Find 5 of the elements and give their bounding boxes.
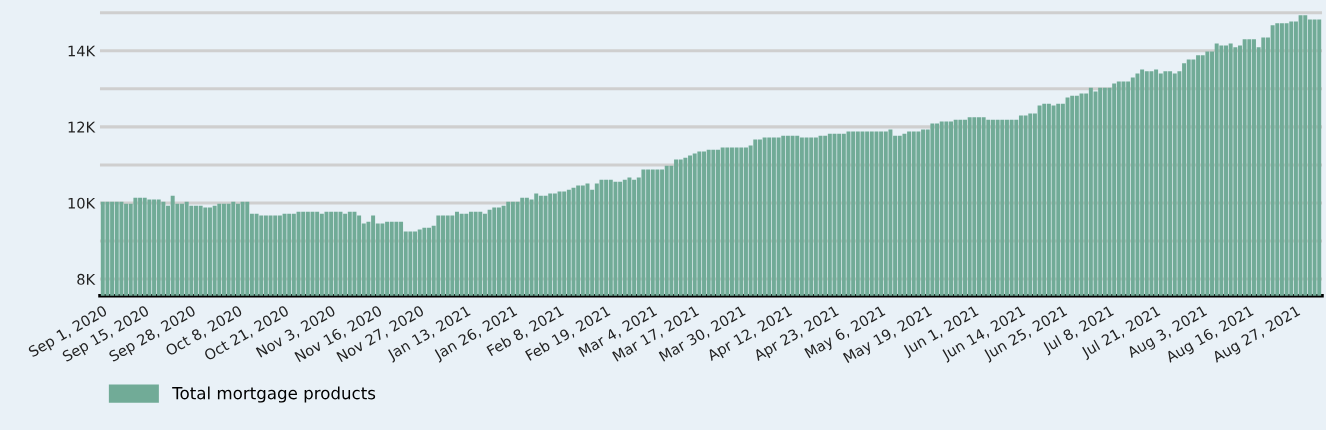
y-tick-label: 10K bbox=[68, 197, 96, 209]
y-tick-label: 12K bbox=[68, 121, 96, 133]
y-tick-label: 8K bbox=[77, 273, 96, 285]
y-tick-label: 14K bbox=[68, 45, 96, 57]
legend-label: Total mortgage products bbox=[172, 386, 376, 403]
